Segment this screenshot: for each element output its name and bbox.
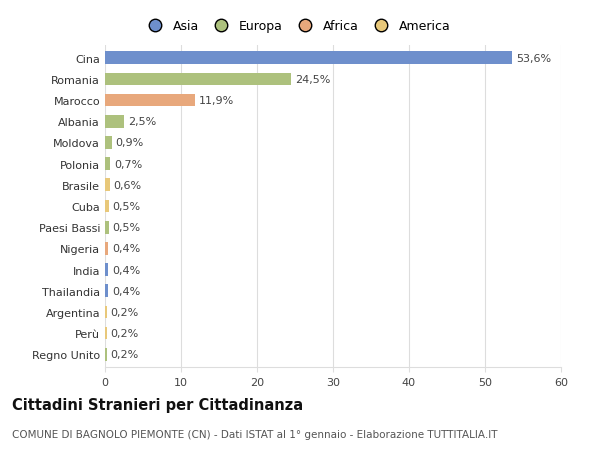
Bar (105, 116, 124, 129)
Text: 53,6%: 53,6% (516, 54, 551, 64)
Bar (105, 200, 109, 213)
Bar (105, 158, 110, 171)
Text: 0,7%: 0,7% (114, 159, 142, 169)
Bar (105, 306, 107, 319)
Bar (105, 327, 107, 340)
Legend: Asia, Europa, Africa, America: Asia, Europa, Africa, America (143, 20, 451, 33)
Text: 0,4%: 0,4% (112, 244, 140, 254)
Text: 0,2%: 0,2% (110, 328, 139, 338)
Text: 0,9%: 0,9% (116, 138, 144, 148)
Bar (105, 221, 109, 234)
Text: 0,4%: 0,4% (112, 265, 140, 275)
Bar (105, 73, 291, 86)
Bar (105, 95, 196, 107)
Text: 0,4%: 0,4% (112, 286, 140, 296)
Bar (105, 137, 112, 150)
Text: 0,5%: 0,5% (113, 202, 141, 212)
Bar (105, 348, 107, 361)
Text: 24,5%: 24,5% (295, 75, 331, 85)
Text: Cittadini Stranieri per Cittadinanza: Cittadini Stranieri per Cittadinanza (12, 397, 303, 412)
Text: 11,9%: 11,9% (199, 96, 235, 106)
Bar (105, 179, 110, 192)
Text: 0,6%: 0,6% (113, 180, 142, 190)
Text: 0,2%: 0,2% (110, 349, 139, 359)
Bar (105, 263, 108, 276)
Text: 0,2%: 0,2% (110, 307, 139, 317)
Bar (105, 285, 108, 297)
Text: COMUNE DI BAGNOLO PIEMONTE (CN) - Dati ISTAT al 1° gennaio - Elaborazione TUTTIT: COMUNE DI BAGNOLO PIEMONTE (CN) - Dati I… (12, 429, 497, 439)
Text: 0,5%: 0,5% (113, 223, 141, 233)
Bar (105, 242, 108, 255)
Bar (105, 52, 512, 65)
Text: 2,5%: 2,5% (128, 117, 156, 127)
